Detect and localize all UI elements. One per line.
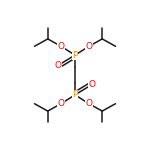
Text: O: O [85,99,93,108]
Text: O: O [57,42,64,51]
Text: O: O [85,42,93,51]
Text: O: O [88,80,95,89]
Text: O: O [57,99,64,108]
Text: P: P [72,51,78,60]
Text: O: O [55,61,62,70]
Text: P: P [72,90,78,99]
